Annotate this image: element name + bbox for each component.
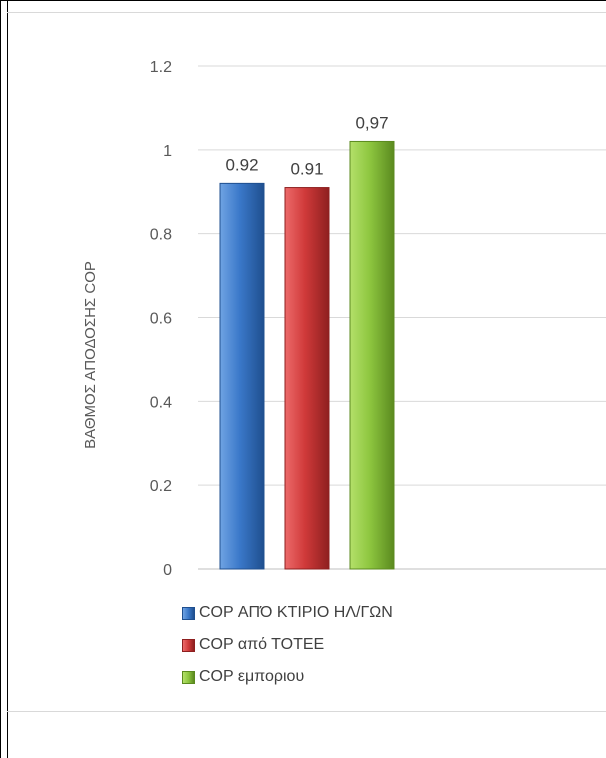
legend-item-1: COP ΑΠΌ ΚΤΙΡΙΟ ΗΛ/ΓΩΝ [182,597,393,629]
legend-label: COP εμποριου [199,668,305,685]
y-tick-labels: 0 0.2 0.4 0.6 0.8 1 1.2 [150,59,172,579]
data-labels: 0.92 0.91 0,97 [225,113,388,178]
y-tick-label: 0 [163,562,172,579]
y-tick-label: 1 [163,143,172,160]
data-label-1: 0.92 [225,155,258,174]
legend-swatch [182,606,195,620]
legend-label: COP ΑΠΌ ΚΤΙΡΙΟ ΗΛ/ΓΩΝ [199,604,393,621]
chart-area [7,12,606,712]
data-label-3: 0,97 [355,113,388,132]
frame-left-line-inner [7,0,8,758]
y-tick-label: 0.6 [150,311,172,328]
bar-1 [219,182,265,570]
bar-2 [284,187,330,570]
bar-3 [349,140,395,570]
legend-swatch [182,638,195,652]
y-tick-label: 0.2 [150,478,172,495]
y-tick-label: 0.8 [150,227,172,244]
y-axis-title: ΒΑΘΜΟΣ ΑΠΟΔΟΣΗΣ COP [82,261,99,449]
data-label-2: 0.91 [290,160,323,179]
legend-label: COP από ΤΟΤΕΕ [199,636,325,653]
bars [219,140,395,570]
frame-left-line [0,0,1,758]
legend-item-2: COP από ΤΟΤΕΕ [182,629,393,661]
y-tick-label: 1.2 [150,59,172,76]
y-tick-label: 0.4 [150,394,172,411]
frame-top-line [0,0,606,1]
legend-item-3: COP εμποριου [182,661,393,693]
legend-swatch [182,670,195,684]
legend: COP ΑΠΌ ΚΤΙΡΙΟ ΗΛ/ΓΩΝ COP από ΤΟΤΕΕ COP εμ… [182,597,393,693]
gridlines [198,65,606,570]
